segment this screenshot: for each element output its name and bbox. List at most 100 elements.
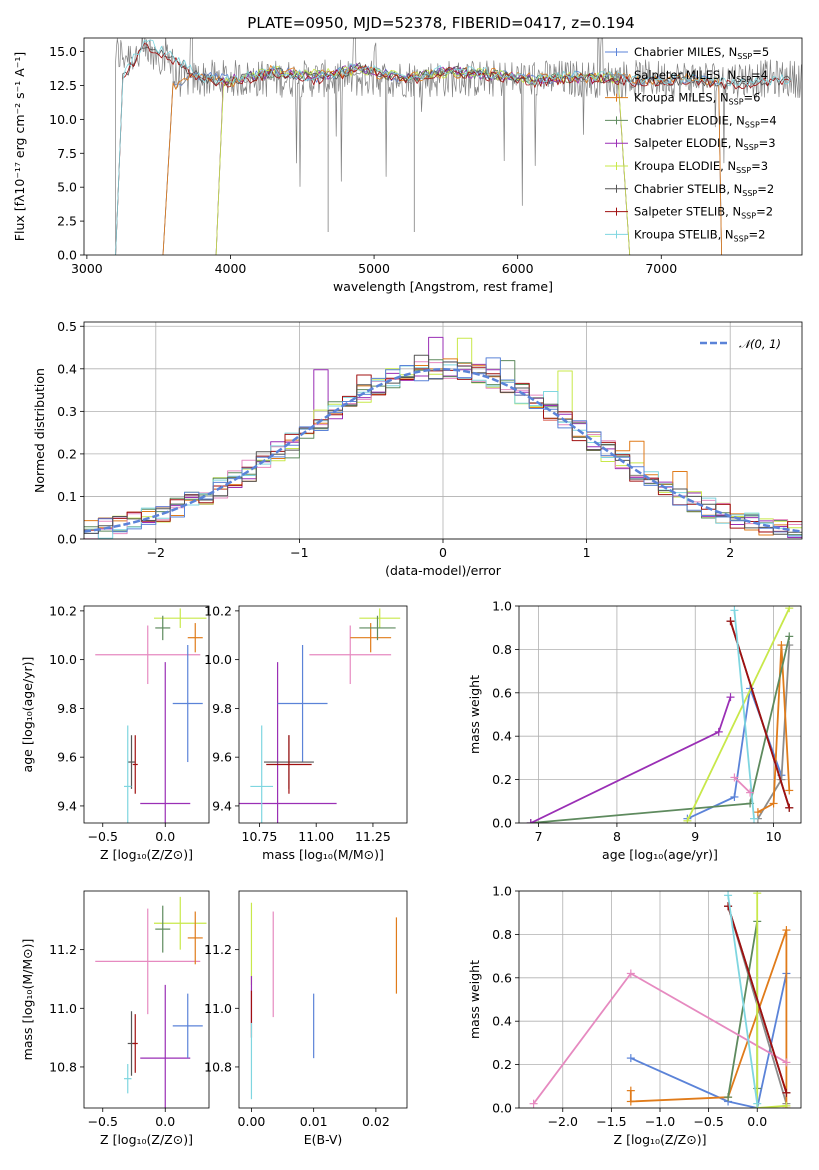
y-axis-label: mass weight	[467, 675, 482, 754]
axes-frame	[83, 890, 210, 1109]
legend-entry: 𝒩(0, 1)	[739, 337, 781, 351]
y-axis-label: age [log₁₀(age/yr)]	[20, 657, 35, 773]
chart-age-vs-mass: 10.75 11.00 11.25 9.4 9.6 9.8 10.0 10.2 mass [lo…	[204, 603, 408, 862]
y-tick-label: 10.0	[49, 652, 77, 667]
weight-series-line	[733, 776, 751, 794]
x-axis-label: age [log₁₀(age/yr)]	[602, 847, 718, 862]
weight-series-line	[686, 607, 791, 822]
x-tick-label: −0.5	[88, 829, 118, 844]
x-tick-label: −0.5	[88, 1114, 118, 1129]
model-series-line	[215, 65, 631, 255]
y-tick-label: 10.2	[204, 603, 232, 618]
y-tick-label: 0.8	[492, 642, 512, 657]
x-tick-label: 3000	[71, 261, 103, 276]
plot-area	[529, 891, 791, 1108]
y-tick-label: 0.4	[492, 1014, 512, 1029]
y-tick-label: 1.0	[492, 599, 512, 614]
legend-entry: Chabrier ELODIE, NSSP=4	[634, 113, 777, 129]
x-tick-label: 0.0	[155, 829, 175, 844]
weight-series-line	[727, 895, 759, 1104]
y-tick-label: 0.6	[492, 685, 512, 700]
y-tick-label: 10.0	[204, 652, 232, 667]
x-axis-label: Z [log₁₀(Z/Z⊙)]	[614, 1132, 707, 1147]
plot-area	[115, 38, 802, 255]
y-tick-label: 0.5	[57, 319, 77, 334]
x-axis-label: Z [log₁₀(Z/Z⊙)]	[100, 847, 193, 862]
x-axis-label: mass [log₁₀(M/M⊙)]	[262, 847, 384, 862]
y-tick-label: 0.0	[492, 816, 512, 831]
plot-area	[526, 606, 794, 823]
x-tick-label: 8	[613, 829, 621, 844]
y-tick-label: 12.5	[49, 78, 77, 93]
legend-entry: Salpeter STELIB, NSSP=2	[634, 205, 773, 221]
histogram-step	[84, 354, 802, 535]
x-tick-label: −0.5	[693, 1114, 723, 1129]
x-tick-label: 2	[726, 545, 734, 560]
chart-weight-vs-age: 7 8 9 10 0.0 0.2 0.4 0.6 0.8 1.0 age [log₁₀(age/yr…	[467, 599, 802, 862]
x-tick-label: −1.0	[645, 1114, 675, 1129]
legend: Chabrier MILES, NSSP=5 Salpeter MILES, NS…	[605, 45, 777, 243]
x-tick-label: 10.75	[242, 829, 278, 844]
y-tick-label: 9.4	[57, 798, 77, 813]
legend-entry: Chabrier MILES, NSSP=5	[634, 45, 769, 61]
x-tick-label: 0.02	[362, 1114, 390, 1129]
legend-entry: Kroupa STELIB, NSSP=2	[634, 227, 765, 243]
weight-series-line	[530, 696, 732, 823]
legend-entry: Salpeter MILES, NSSP=4	[634, 68, 768, 84]
y-tick-label: 9.6	[212, 750, 232, 765]
legend-entry: Salpeter ELODIE, NSSP=3	[634, 136, 776, 152]
y-axis-label: mass [log₁₀(M/M⊙)]	[20, 939, 35, 1061]
y-tick-label: 10.0	[49, 112, 77, 127]
x-tick-label: 0	[439, 545, 447, 560]
y-tick-label: 11.2	[204, 942, 232, 957]
y-tick-label: 2.5	[57, 214, 77, 229]
x-tick-label: 0.0	[155, 1114, 175, 1129]
y-tick-label: 0.2	[57, 446, 77, 461]
y-tick-label: 0.2	[492, 1057, 512, 1072]
x-tick-label: 0.01	[300, 1114, 328, 1129]
y-tick-label: 0.0	[492, 1101, 512, 1116]
y-tick-label: 9.4	[212, 798, 232, 813]
x-axis-label: Z [log₁₀(Z/Z⊙)]	[100, 1132, 193, 1147]
y-axis-label: Normed distribution	[32, 368, 47, 493]
x-tick-label: 0.00	[238, 1114, 266, 1129]
gridlines	[519, 890, 801, 1109]
x-tick-label: 11.25	[355, 829, 391, 844]
y-axis-label: Flux [fλ10⁻¹⁷ erg cm⁻² s⁻¹ A⁻¹]	[12, 52, 27, 241]
chart-spectrum: 3000 4000 5000 6000 7000 0.0 2.5 5.0 7.5 10.0 12.5…	[12, 37, 803, 294]
axes-frame	[518, 890, 802, 1109]
y-tick-label: 15.0	[49, 44, 77, 59]
legend-entry: Kroupa MILES, NSSP=6	[634, 91, 760, 107]
weight-series-line	[729, 620, 791, 809]
y-tick-label: 1.0	[492, 884, 512, 899]
plot-area	[95, 896, 207, 1108]
model-series-line	[115, 39, 791, 255]
y-tick-label: 0.2	[492, 772, 512, 787]
plot-area	[84, 336, 802, 539]
weight-series-line	[733, 610, 755, 819]
model-series-line	[215, 66, 631, 255]
y-tick-label: 11.0	[49, 1001, 77, 1016]
x-tick-label: −1	[290, 545, 308, 560]
chart-weight-vs-metallicity: −2.0 −1.5 −1.0 −0.5 0.0 0.0 0.2 0.4 0.6 0.8 1.0 Z […	[467, 884, 802, 1147]
x-tick-label: 9	[691, 829, 699, 844]
x-tick-label: 6000	[502, 261, 534, 276]
y-tick-label: 7.5	[57, 146, 77, 161]
y-tick-label: 10.8	[49, 1059, 77, 1074]
y-tick-label: 11.2	[49, 942, 77, 957]
y-tick-label: 11.0	[204, 1001, 232, 1016]
legend-entry: Kroupa ELODIE, NSSP=3	[634, 159, 768, 175]
y-tick-label: 0.8	[492, 927, 512, 942]
x-tick-label: −1.5	[596, 1114, 626, 1129]
x-tick-label: 4000	[215, 261, 247, 276]
x-tick-label: 7000	[645, 261, 677, 276]
x-tick-label: 11.00	[298, 829, 334, 844]
chart-age-vs-metallicity: −0.5 0.0 9.4 9.6 9.8 10.0 10.2 Z [log₁₀(Z/Z⊙)] a…	[20, 603, 210, 862]
chart-mass-vs-metallicity: −0.5 0.0 10.8 11.0 11.2 Z [log₁₀(Z/Z⊙)] mass […	[20, 890, 210, 1147]
y-tick-label: 9.8	[57, 701, 77, 716]
y-tick-label: 0.1	[57, 489, 77, 504]
axes-frame	[83, 321, 803, 540]
y-tick-label: 10.8	[204, 1059, 232, 1074]
x-tick-label: −2.0	[548, 1114, 578, 1129]
plot-area	[95, 608, 207, 823]
